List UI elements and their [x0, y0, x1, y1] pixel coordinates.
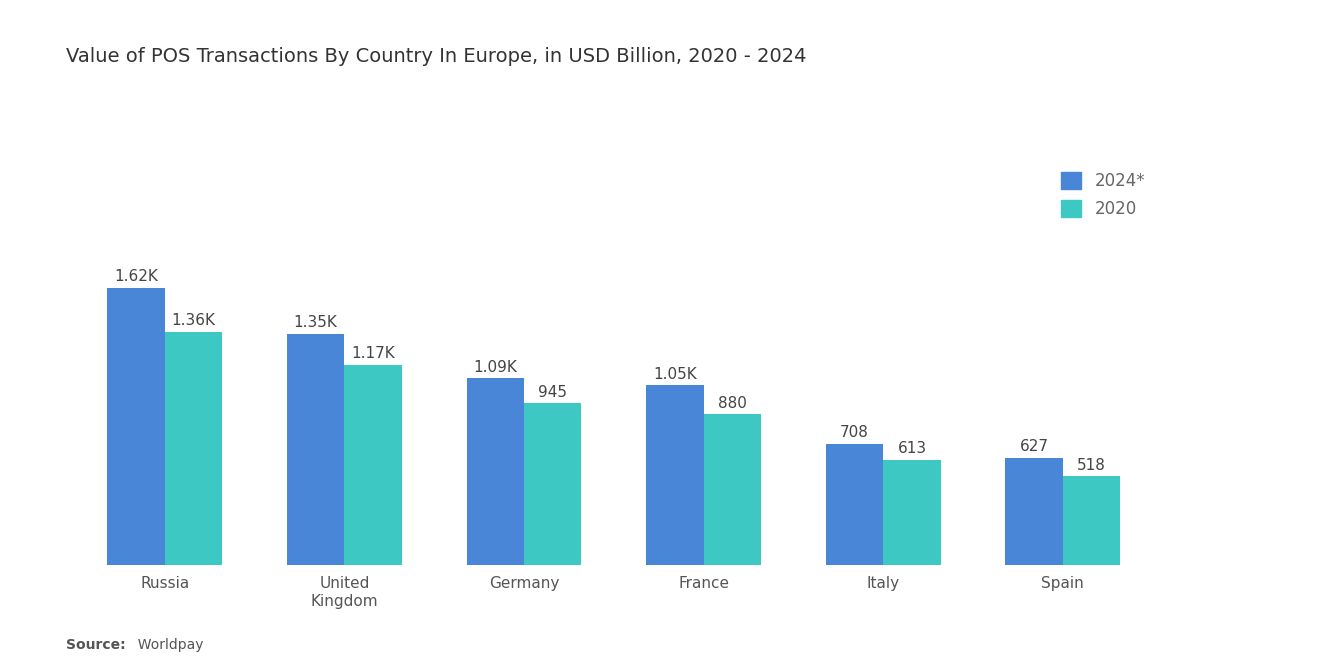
- Text: 518: 518: [1077, 458, 1106, 473]
- Text: 613: 613: [898, 442, 927, 456]
- Bar: [107, 288, 165, 565]
- Bar: [645, 385, 704, 565]
- Text: 1.62K: 1.62K: [114, 269, 158, 284]
- Legend: 2024*, 2020: 2024*, 2020: [1052, 164, 1154, 227]
- Bar: [345, 364, 401, 565]
- Text: 708: 708: [840, 425, 869, 440]
- Text: Value of POS Transactions By Country In Europe, in USD Billion, 2020 - 2024: Value of POS Transactions By Country In …: [66, 47, 807, 66]
- Text: 1.17K: 1.17K: [351, 346, 395, 361]
- Text: 1.36K: 1.36K: [172, 313, 215, 329]
- Text: Source:: Source:: [66, 638, 125, 652]
- Text: Worldpay: Worldpay: [129, 638, 203, 652]
- Text: 945: 945: [539, 384, 568, 400]
- Bar: [466, 378, 524, 565]
- Text: 880: 880: [718, 396, 747, 411]
- Bar: [826, 444, 883, 565]
- Bar: [524, 403, 582, 565]
- Bar: [704, 414, 762, 565]
- Bar: [1063, 477, 1121, 565]
- Bar: [165, 332, 222, 565]
- Text: 1.09K: 1.09K: [474, 360, 517, 374]
- Bar: [1006, 458, 1063, 565]
- Bar: [883, 460, 941, 565]
- Text: 1.35K: 1.35K: [294, 315, 338, 330]
- Text: 627: 627: [1019, 439, 1048, 454]
- Bar: [286, 334, 345, 565]
- Text: 1.05K: 1.05K: [653, 366, 697, 382]
